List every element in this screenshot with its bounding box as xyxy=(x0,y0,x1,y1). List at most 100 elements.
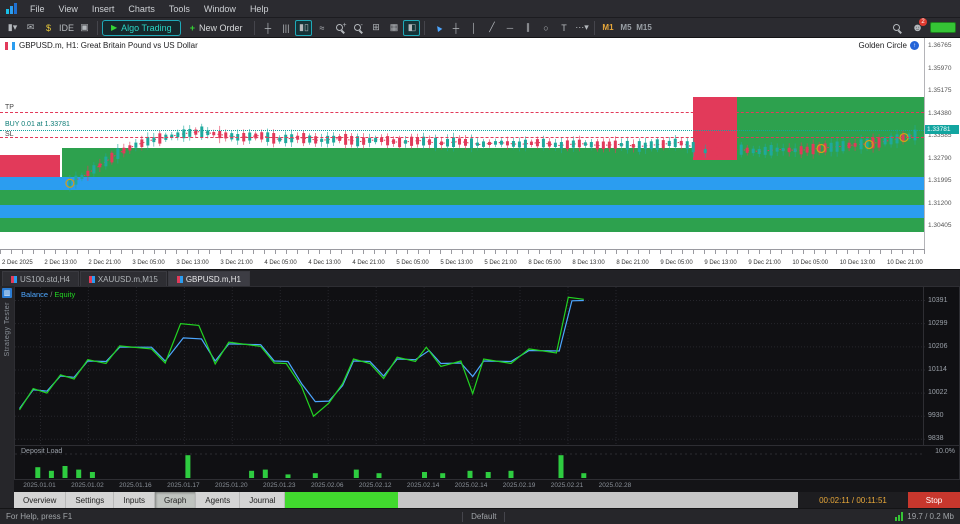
price-tick: 1.30405 xyxy=(928,222,952,229)
ellipse-icon[interactable]: ○ xyxy=(543,22,549,33)
more-tools-icon[interactable]: ⋯▾ xyxy=(575,22,589,32)
horizontal-line-icon[interactable]: ─ xyxy=(506,22,514,33)
tester-x-label: 2025.02.28 xyxy=(598,482,632,489)
price-scale[interactable]: 1.36765 1.35970 1.35175 1.34380 1.33585 1.327… xyxy=(925,38,960,269)
profile-icon[interactable]: ☻ 2 xyxy=(909,17,927,36)
traffic-group: 19.7 / 0.2 Mb xyxy=(895,512,954,521)
crosshair-tool-icon[interactable]: ┼ xyxy=(452,22,460,33)
zone-r xyxy=(0,155,60,177)
balance-equity-graph[interactable]: Balance / Equity 10391 10299 10206 10114 100… xyxy=(14,286,960,446)
chart-tab-gbpusd-m-h1[interactable]: GBPUSD.m,H1 xyxy=(167,271,250,286)
chart-tab-icon xyxy=(11,275,17,283)
candle-chart-mode-icon[interactable]: ▮▯ xyxy=(295,19,313,36)
line-chart-mode-icon[interactable]: ≈ xyxy=(319,22,325,33)
menu-insert[interactable]: Insert xyxy=(91,3,115,14)
stop-button[interactable]: Stop xyxy=(908,492,960,508)
ide-icon[interactable]: IDE xyxy=(58,22,74,33)
search-icon[interactable] xyxy=(888,20,905,36)
price-tick: 1.35970 xyxy=(928,64,952,72)
tester-x-label: 2025.01.17 xyxy=(167,482,200,489)
tester-y-label: 10299 xyxy=(928,319,948,327)
tester-y-axis: 10391 10299 10206 10114 10022 9930 9838 xyxy=(923,287,959,445)
deposit-load-max: 10.0% xyxy=(935,448,955,455)
chart-tab-xauusd-m-m15[interactable]: XAUUSD.m,M15 xyxy=(79,271,167,286)
algo-trading-button[interactable]: ▶ Algo Trading xyxy=(102,19,181,36)
tester-tab-graph[interactable]: Graph xyxy=(155,492,197,508)
mt5-logo-icon[interactable] xyxy=(6,3,17,14)
chart-tab-icon xyxy=(176,275,183,283)
menu-tools[interactable]: Tools xyxy=(168,3,190,14)
deposit-load-label: Deposit Load xyxy=(21,448,63,455)
trade-levels-icon[interactable]: ◧ xyxy=(403,19,421,36)
market-dollar-icon[interactable]: $ xyxy=(45,22,51,33)
traffic-value: 19.7 / 0.2 Mb xyxy=(907,512,954,521)
time-label: 4 Dec 05:00 xyxy=(264,260,297,266)
chart-tab-label: XAUUSD.m,M15 xyxy=(97,274,158,284)
menu-view[interactable]: View xyxy=(58,3,78,14)
zone-g xyxy=(0,218,924,232)
current-price-badge: 1.33781 xyxy=(925,125,959,134)
chart-title: GBPUSD.m, H1: Great Britain Pound vs US … xyxy=(19,41,198,50)
time-label: 10 Dec 21:00 xyxy=(887,260,923,266)
tester-tab-settings[interactable]: Settings xyxy=(66,492,115,508)
new-order-button[interactable]: + New Order xyxy=(182,20,251,36)
vertical-line-icon[interactable]: │ xyxy=(471,22,477,33)
tester-x-label: 2025.01.02 xyxy=(71,482,104,489)
legend-equity: Equity xyxy=(54,290,76,299)
notification-badge: 2 xyxy=(919,17,927,26)
strategy-tester-panel: ▥ Strategy Tester Balance / Equity 10391… xyxy=(0,286,960,508)
menu-window[interactable]: Window xyxy=(203,3,236,14)
tester-icon: ▥ xyxy=(2,288,12,298)
tester-tab-agents[interactable]: Agents xyxy=(196,492,241,508)
toolbar-group-files: ▮▾ ✉ $ IDE ▣ xyxy=(4,20,93,36)
timeframe-m1[interactable]: M1 xyxy=(602,23,614,32)
zoom-out-icon[interactable]: - xyxy=(349,20,366,36)
chart-tab-bar: US100.std,H4 XAUUSD.m,M15 GBPUSD.m,H1 xyxy=(0,270,960,286)
profile-name[interactable]: Default xyxy=(471,512,497,521)
text-tool-icon[interactable]: T xyxy=(561,22,567,33)
menu-help[interactable]: Help xyxy=(249,3,269,14)
current-price-line[interactable] xyxy=(0,130,924,131)
channel-icon[interactable]: ∥ xyxy=(525,22,531,32)
toolbar-separator xyxy=(594,20,596,35)
toolbar-group-drawing: ▲ ┼ │ ╱ ─ ∥ ○ T ⋯▾ xyxy=(429,20,590,36)
zoom-in-icon[interactable]: + xyxy=(331,20,348,36)
cursor-icon[interactable]: ▲ xyxy=(431,20,445,35)
metaeditor-icon[interactable]: ▣ xyxy=(80,22,89,32)
tp-line[interactable] xyxy=(0,112,924,113)
trendline-icon[interactable]: ╱ xyxy=(489,22,495,32)
tester-tab-journal[interactable]: Journal xyxy=(240,492,286,508)
grid-icon[interactable]: ⊞ xyxy=(372,22,380,32)
menu-charts[interactable]: Charts xyxy=(128,3,155,14)
help-hint: For Help, press F1 xyxy=(6,512,73,521)
menu-bar: File View Insert Charts Tools Window Help xyxy=(0,0,960,18)
strategy-tester-sidebar[interactable]: ▥ Strategy Tester xyxy=(0,286,14,508)
deposit-load-graph[interactable]: Deposit Load 10.0% xyxy=(14,446,960,480)
tester-tab-overview[interactable]: Overview xyxy=(14,492,67,508)
chart-type-dropdown-icon[interactable]: ▮▾ xyxy=(7,22,18,32)
connection-meter-icon[interactable] xyxy=(930,22,956,33)
mail-icon[interactable]: ✉ xyxy=(26,22,35,32)
price-chart[interactable]: GBPUSD.m, H1: Great Britain Pound vs US … xyxy=(0,38,925,249)
zone-g xyxy=(62,148,737,177)
timeframe-m15[interactable]: M15 xyxy=(636,23,652,32)
crosshair-icon[interactable]: ┼ xyxy=(264,22,272,33)
menu-file[interactable]: File xyxy=(30,3,45,14)
time-axis[interactable] xyxy=(0,249,925,257)
buy-position-tag: BUY 0.01 at 1.33781 xyxy=(5,121,70,128)
toolbar-separator xyxy=(254,20,256,35)
sl-line[interactable] xyxy=(0,137,924,138)
bar-chart-mode-icon[interactable]: ||| xyxy=(282,22,290,33)
tester-tab-bar: Overview Settings Inputs Graph Agents Journal… xyxy=(14,492,960,508)
tester-tab-inputs[interactable]: Inputs xyxy=(114,492,156,508)
chart-tab-us100-std-h4[interactable]: US100.std,H4 xyxy=(2,271,79,286)
timeframe-m5[interactable]: M5 xyxy=(620,23,632,32)
tester-x-label: 2025.01.16 xyxy=(119,482,152,489)
tile-windows-icon[interactable]: ▦ xyxy=(389,22,399,32)
status-bar: For Help, press F1 Default 19.7 / 0.2 Mb xyxy=(0,508,960,524)
toolbar: ▮▾ ✉ $ IDE ▣ ▶ Algo Trading + New Order ┼ |||… xyxy=(0,17,960,38)
chart-tab-icon xyxy=(88,275,95,283)
tester-x-label: 2025.01.01 xyxy=(23,482,56,489)
time-label: 10 Dec 05:00 xyxy=(792,260,829,266)
